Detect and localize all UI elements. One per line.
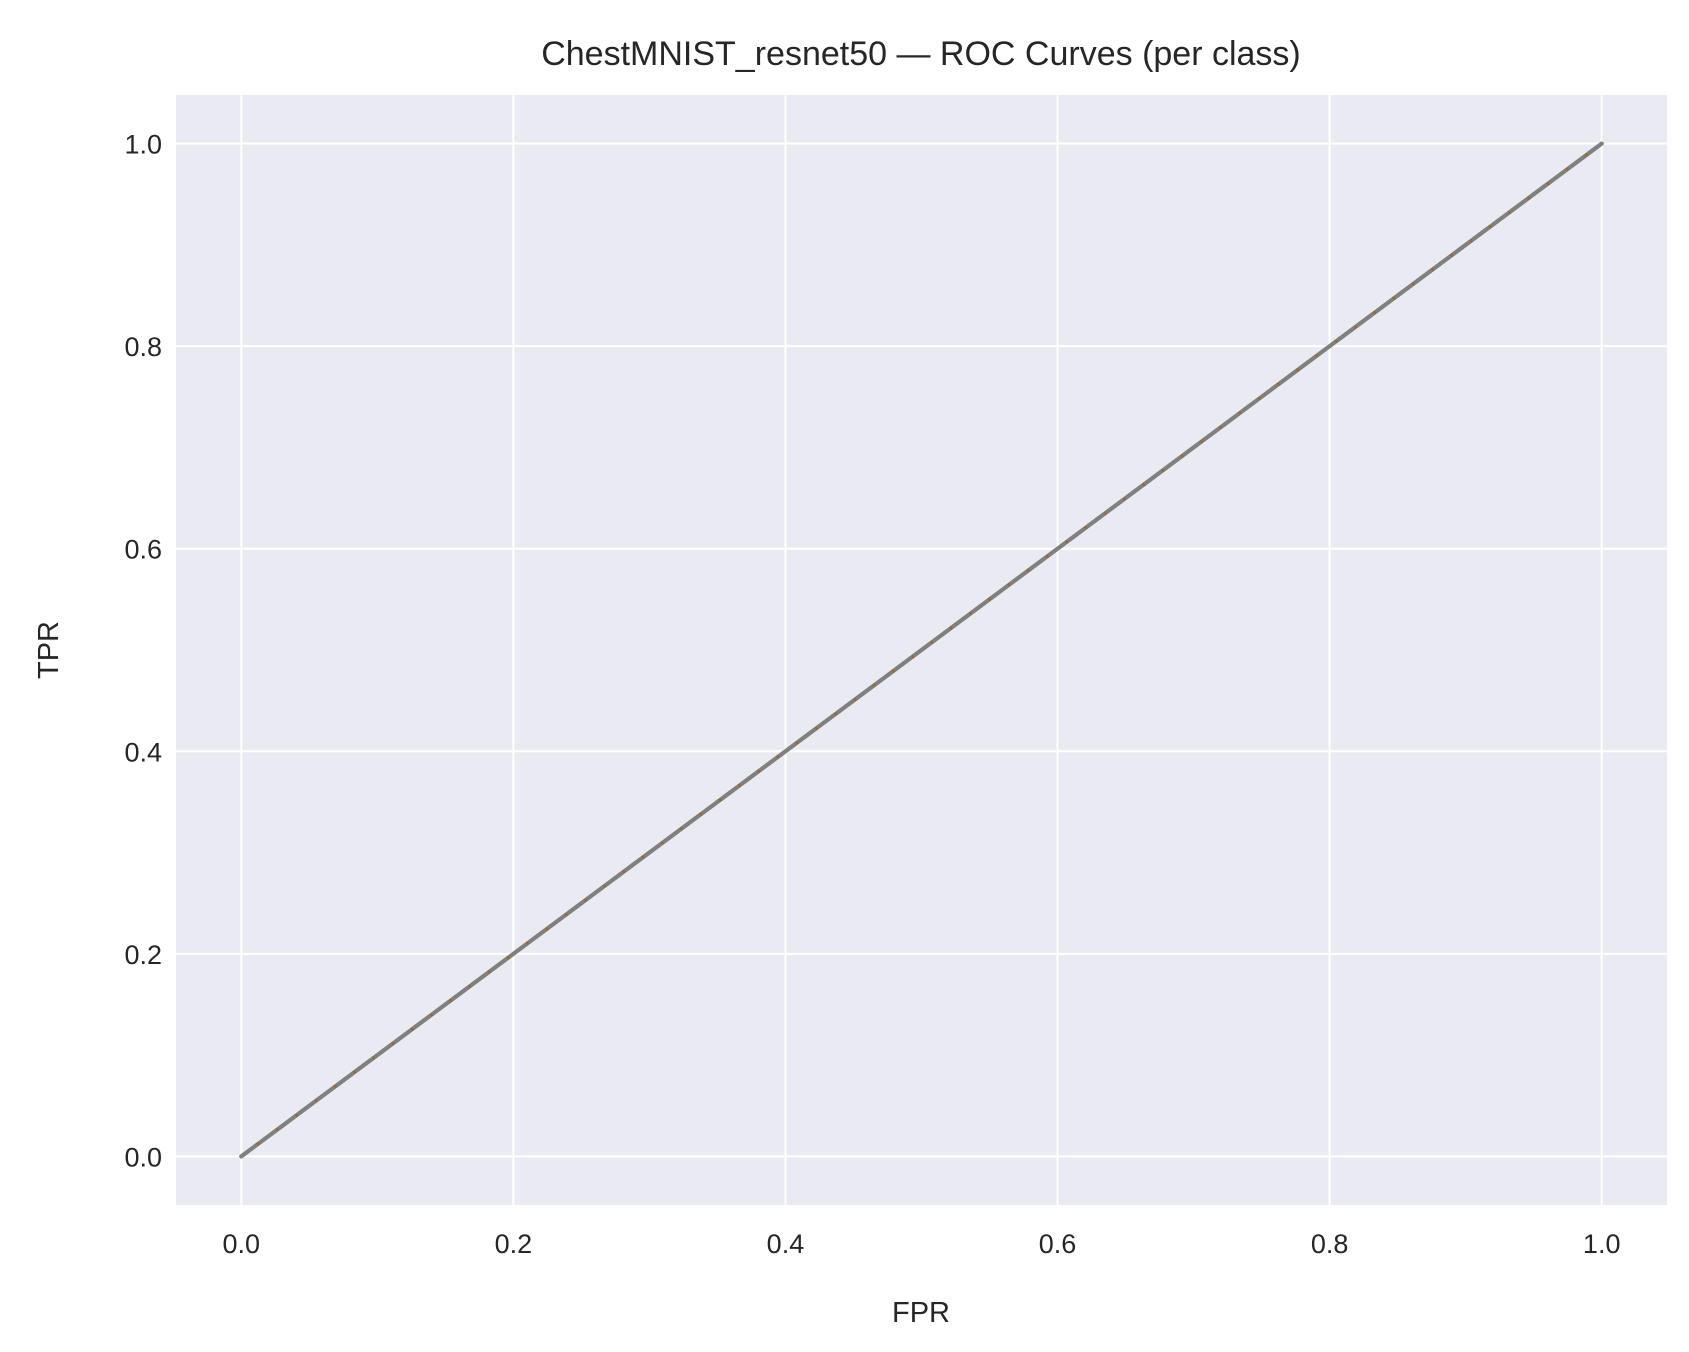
x-tick-labels: 0.0 0.2 0.4 0.6 0.8 1.0 bbox=[223, 1229, 1621, 1259]
chart-title: ChestMNIST_resnet50 — ROC Curves (per cl… bbox=[541, 35, 1301, 73]
y-tick-label: 0.8 bbox=[124, 332, 162, 362]
y-tick-label: 1.0 bbox=[124, 130, 162, 160]
y-tick-labels: 0.0 0.2 0.4 0.6 0.8 1.0 bbox=[124, 130, 162, 1173]
x-axis-label: FPR bbox=[892, 1297, 950, 1329]
y-tick-label: 0.2 bbox=[124, 940, 162, 970]
x-tick-label: 0.8 bbox=[1311, 1229, 1349, 1259]
x-tick-label: 0.0 bbox=[223, 1229, 261, 1259]
x-tick-label: 0.6 bbox=[1039, 1229, 1077, 1259]
y-tick-label: 0.4 bbox=[124, 737, 162, 767]
x-tick-label: 0.2 bbox=[495, 1229, 533, 1259]
series-group bbox=[239, 141, 1604, 1159]
roc-line-series-2 bbox=[239, 141, 1604, 1159]
x-tick-label: 1.0 bbox=[1583, 1229, 1621, 1259]
y-axis-label: TPR bbox=[33, 621, 65, 679]
y-tick-label: 0.6 bbox=[124, 535, 162, 565]
grid bbox=[176, 95, 1667, 1205]
x-tick-label: 0.4 bbox=[767, 1229, 805, 1259]
y-tick-label: 0.0 bbox=[124, 1142, 162, 1172]
